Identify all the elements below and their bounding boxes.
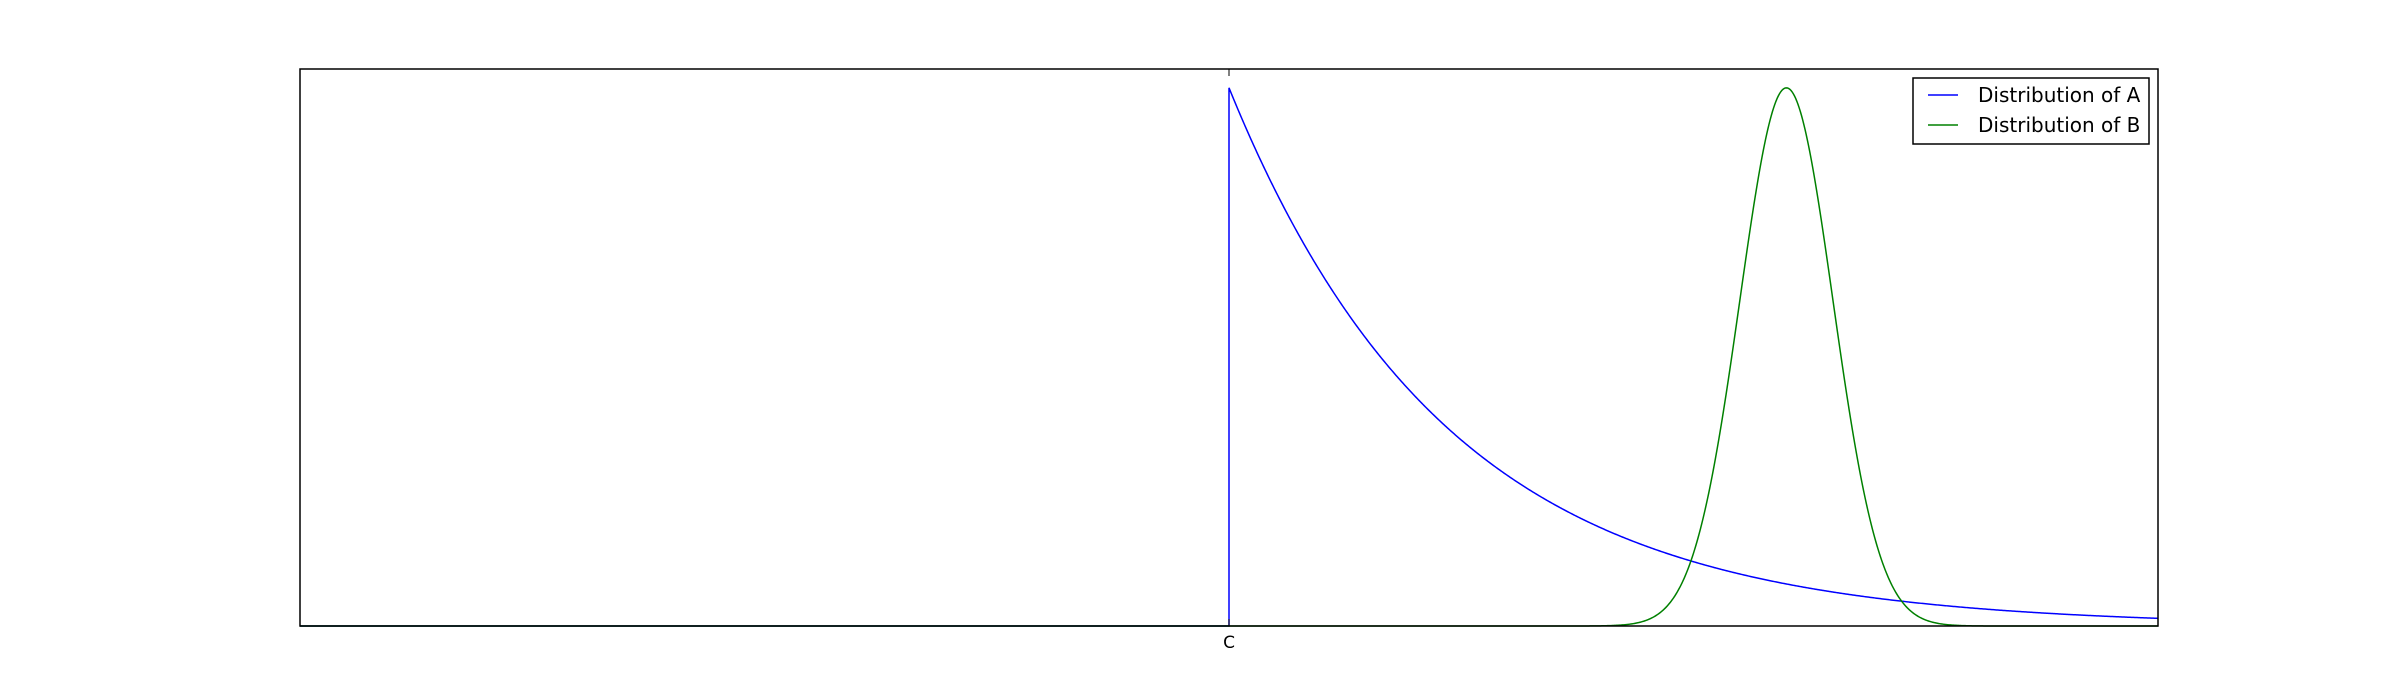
legend-label-b: Distribution of B <box>1978 113 2140 137</box>
legend-label-a: Distribution of A <box>1978 83 2141 107</box>
legend: Distribution of A Distribution of B <box>1912 77 2150 145</box>
x-axis: C <box>1223 69 1235 653</box>
legend-box <box>1912 77 2150 145</box>
x-tick-label: C <box>1223 633 1235 653</box>
